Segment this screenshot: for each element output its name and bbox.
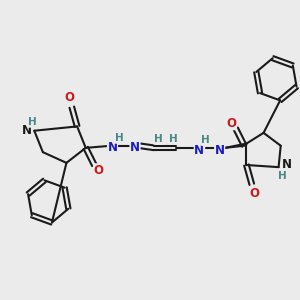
Text: H: H — [115, 133, 123, 143]
Text: N: N — [130, 141, 140, 154]
Text: H: H — [154, 134, 163, 144]
Text: N: N — [194, 143, 204, 157]
Text: H: H — [169, 134, 178, 144]
Text: N: N — [282, 158, 292, 172]
Text: N: N — [214, 143, 225, 157]
Text: N: N — [22, 124, 32, 137]
Text: O: O — [64, 91, 75, 104]
Text: H: H — [201, 135, 210, 146]
Text: H: H — [278, 171, 287, 181]
Text: O: O — [226, 117, 236, 130]
Text: H: H — [28, 117, 37, 127]
Text: O: O — [94, 164, 103, 177]
Text: N: N — [107, 141, 118, 154]
Text: O: O — [249, 188, 259, 200]
